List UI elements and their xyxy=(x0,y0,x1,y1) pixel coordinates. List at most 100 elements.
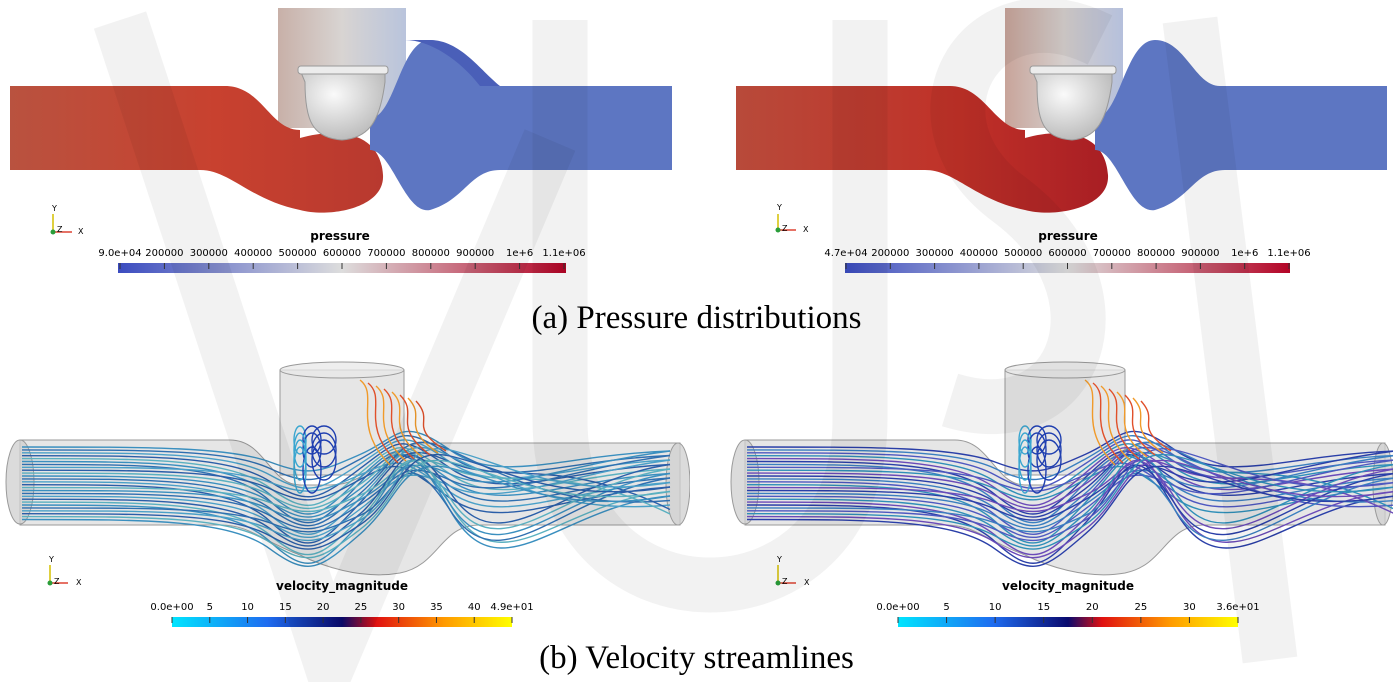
streamline xyxy=(21,450,671,515)
colorbar-tick-label: 1e+6 xyxy=(506,248,533,259)
colorbar-pressure-right: pressure 4.7e+04 200000 300000 400000 500000… xyxy=(824,229,1311,273)
streamline-high-velocity xyxy=(1108,388,1140,460)
colorbar-tick-label: 1e+6 xyxy=(1231,248,1258,259)
colorbar-tick-label: 20 xyxy=(317,602,330,613)
colorbar-tick-label: 500000 xyxy=(1004,248,1042,259)
streamline xyxy=(21,447,671,542)
recirculation-vortex xyxy=(1018,446,1032,494)
colorbar-tick-label: 9.0e+04 xyxy=(98,248,141,259)
streamline xyxy=(21,472,671,541)
velocity-panel-left: Y Z X velocity_magnitude 0.0e+00 5 10 15 20 2… xyxy=(5,361,690,627)
colorbar-title: velocity_magnitude xyxy=(1002,579,1134,594)
streamline-high-velocity xyxy=(415,400,447,452)
streamline xyxy=(21,449,671,543)
streamline xyxy=(21,450,671,521)
streamline-high-velocity xyxy=(1092,382,1124,464)
valve-plug xyxy=(299,69,386,141)
axis-triad: Y Z X xyxy=(775,203,809,234)
recirculation-vortex xyxy=(293,439,307,481)
streamline xyxy=(21,430,671,472)
colorbar-tick-label: 300000 xyxy=(190,248,228,259)
streamline xyxy=(21,446,671,536)
streamline xyxy=(21,454,671,530)
streamline xyxy=(746,447,1393,542)
streamline-high-velocity xyxy=(1116,391,1148,458)
streamline-high-velocity xyxy=(383,388,415,460)
recirculation-vortex xyxy=(1018,425,1032,455)
colorbar-tick-label: 0.0e+00 xyxy=(876,602,919,613)
colorbar-tick-label: 800000 xyxy=(1137,248,1175,259)
svg-text:Y: Y xyxy=(48,555,54,564)
colorbar-tick-label: 900000 xyxy=(1181,248,1219,259)
svg-text:X: X xyxy=(804,578,810,587)
valve-plug xyxy=(1031,69,1113,141)
streamline xyxy=(746,462,1393,508)
recirculation-vortex xyxy=(1036,425,1062,455)
colorbar-pressure-left: pressure 9.0e+04 200000 300000 400000 500000… xyxy=(98,229,586,273)
axis-triad: Y Z X xyxy=(775,555,810,587)
pipe-geometry xyxy=(730,361,1393,576)
colorbar-tick-label: 500000 xyxy=(279,248,317,259)
inlet-pipe-high-pressure xyxy=(10,86,384,213)
recirculation-vortex xyxy=(1036,439,1062,481)
streamline xyxy=(746,455,1393,530)
streamline xyxy=(21,465,671,514)
colorbar-tick-label: 4.7e+04 xyxy=(824,248,867,259)
colorbar-title: pressure xyxy=(310,229,370,243)
colorbar-velocity-right: velocity_magnitude 0.0e+00 5 10 15 20 25 30 3.6… xyxy=(876,579,1260,627)
recirculation-vortex xyxy=(311,425,337,455)
streamline xyxy=(21,453,671,550)
recirculation-vortex xyxy=(293,425,307,455)
streamline xyxy=(746,455,1393,547)
colorbar-tick-label: 200000 xyxy=(871,248,909,259)
streamline-high-velocity xyxy=(367,382,399,464)
inlet-pipe-high-pressure xyxy=(736,86,1109,213)
streamline xyxy=(21,462,671,508)
colorbar-tick-label: 200000 xyxy=(145,248,183,259)
streamline xyxy=(746,459,1393,559)
streamline xyxy=(21,459,671,559)
svg-text:X: X xyxy=(803,225,809,234)
streamline xyxy=(746,459,1393,538)
pressure-panel-right: Y Z X pressure 4.7e+04 200000 300000 400000… xyxy=(736,8,1387,273)
colorbar-tick-label: 300000 xyxy=(916,248,954,259)
svg-text:Y: Y xyxy=(776,203,782,212)
streamline-high-velocity xyxy=(391,391,423,458)
recirculation-vortex xyxy=(302,446,322,494)
colorbar-tick-label: 0.0e+00 xyxy=(150,602,193,613)
axis-triad: Y Z X xyxy=(47,555,82,587)
colorbar-tick-label: 40 xyxy=(468,602,481,613)
streamline-high-velocity xyxy=(1140,400,1172,452)
streamline xyxy=(746,449,1393,543)
colorbar-tick-label: 400000 xyxy=(234,248,272,259)
colorbar-tick-label: 900000 xyxy=(456,248,494,259)
svg-text:Z: Z xyxy=(782,577,788,586)
colorbar-tick-label: 15 xyxy=(279,602,292,613)
svg-text:X: X xyxy=(76,578,82,587)
colorbar-tick-label: 25 xyxy=(1134,602,1147,613)
streamline-high-velocity xyxy=(1132,397,1164,454)
colorbar-tick-label: 700000 xyxy=(1093,248,1131,259)
streamline xyxy=(21,455,671,547)
outlet-pipe-low-pressure xyxy=(1095,40,1387,211)
streamline-high-velocity xyxy=(399,394,431,456)
colorbar-tick-label: 800000 xyxy=(412,248,450,259)
svg-text:Z: Z xyxy=(54,577,60,586)
streamline xyxy=(746,451,1393,544)
axis-triad: Y Z X xyxy=(50,204,84,236)
colorbar-tick-label: 35 xyxy=(430,602,443,613)
streamline xyxy=(746,454,1393,549)
recirculation-vortex xyxy=(1027,446,1047,494)
colorbar-tick-label: 25 xyxy=(355,602,368,613)
colorbar-tick-label: 10 xyxy=(989,602,1002,613)
streamline-high-velocity xyxy=(375,385,407,462)
streamline xyxy=(746,446,1393,536)
colorbar-tick-label: 3.6e+01 xyxy=(1216,602,1259,613)
streamline-high-velocity xyxy=(1084,379,1116,466)
colorbar-tick-label: 600000 xyxy=(323,248,361,259)
colorbar-tick-label: 15 xyxy=(1037,602,1050,613)
colorbar-title: pressure xyxy=(1038,229,1098,243)
colorbar-tick-label: 600000 xyxy=(1048,248,1086,259)
streamline-high-velocity xyxy=(407,397,439,454)
streamline xyxy=(746,430,1393,472)
